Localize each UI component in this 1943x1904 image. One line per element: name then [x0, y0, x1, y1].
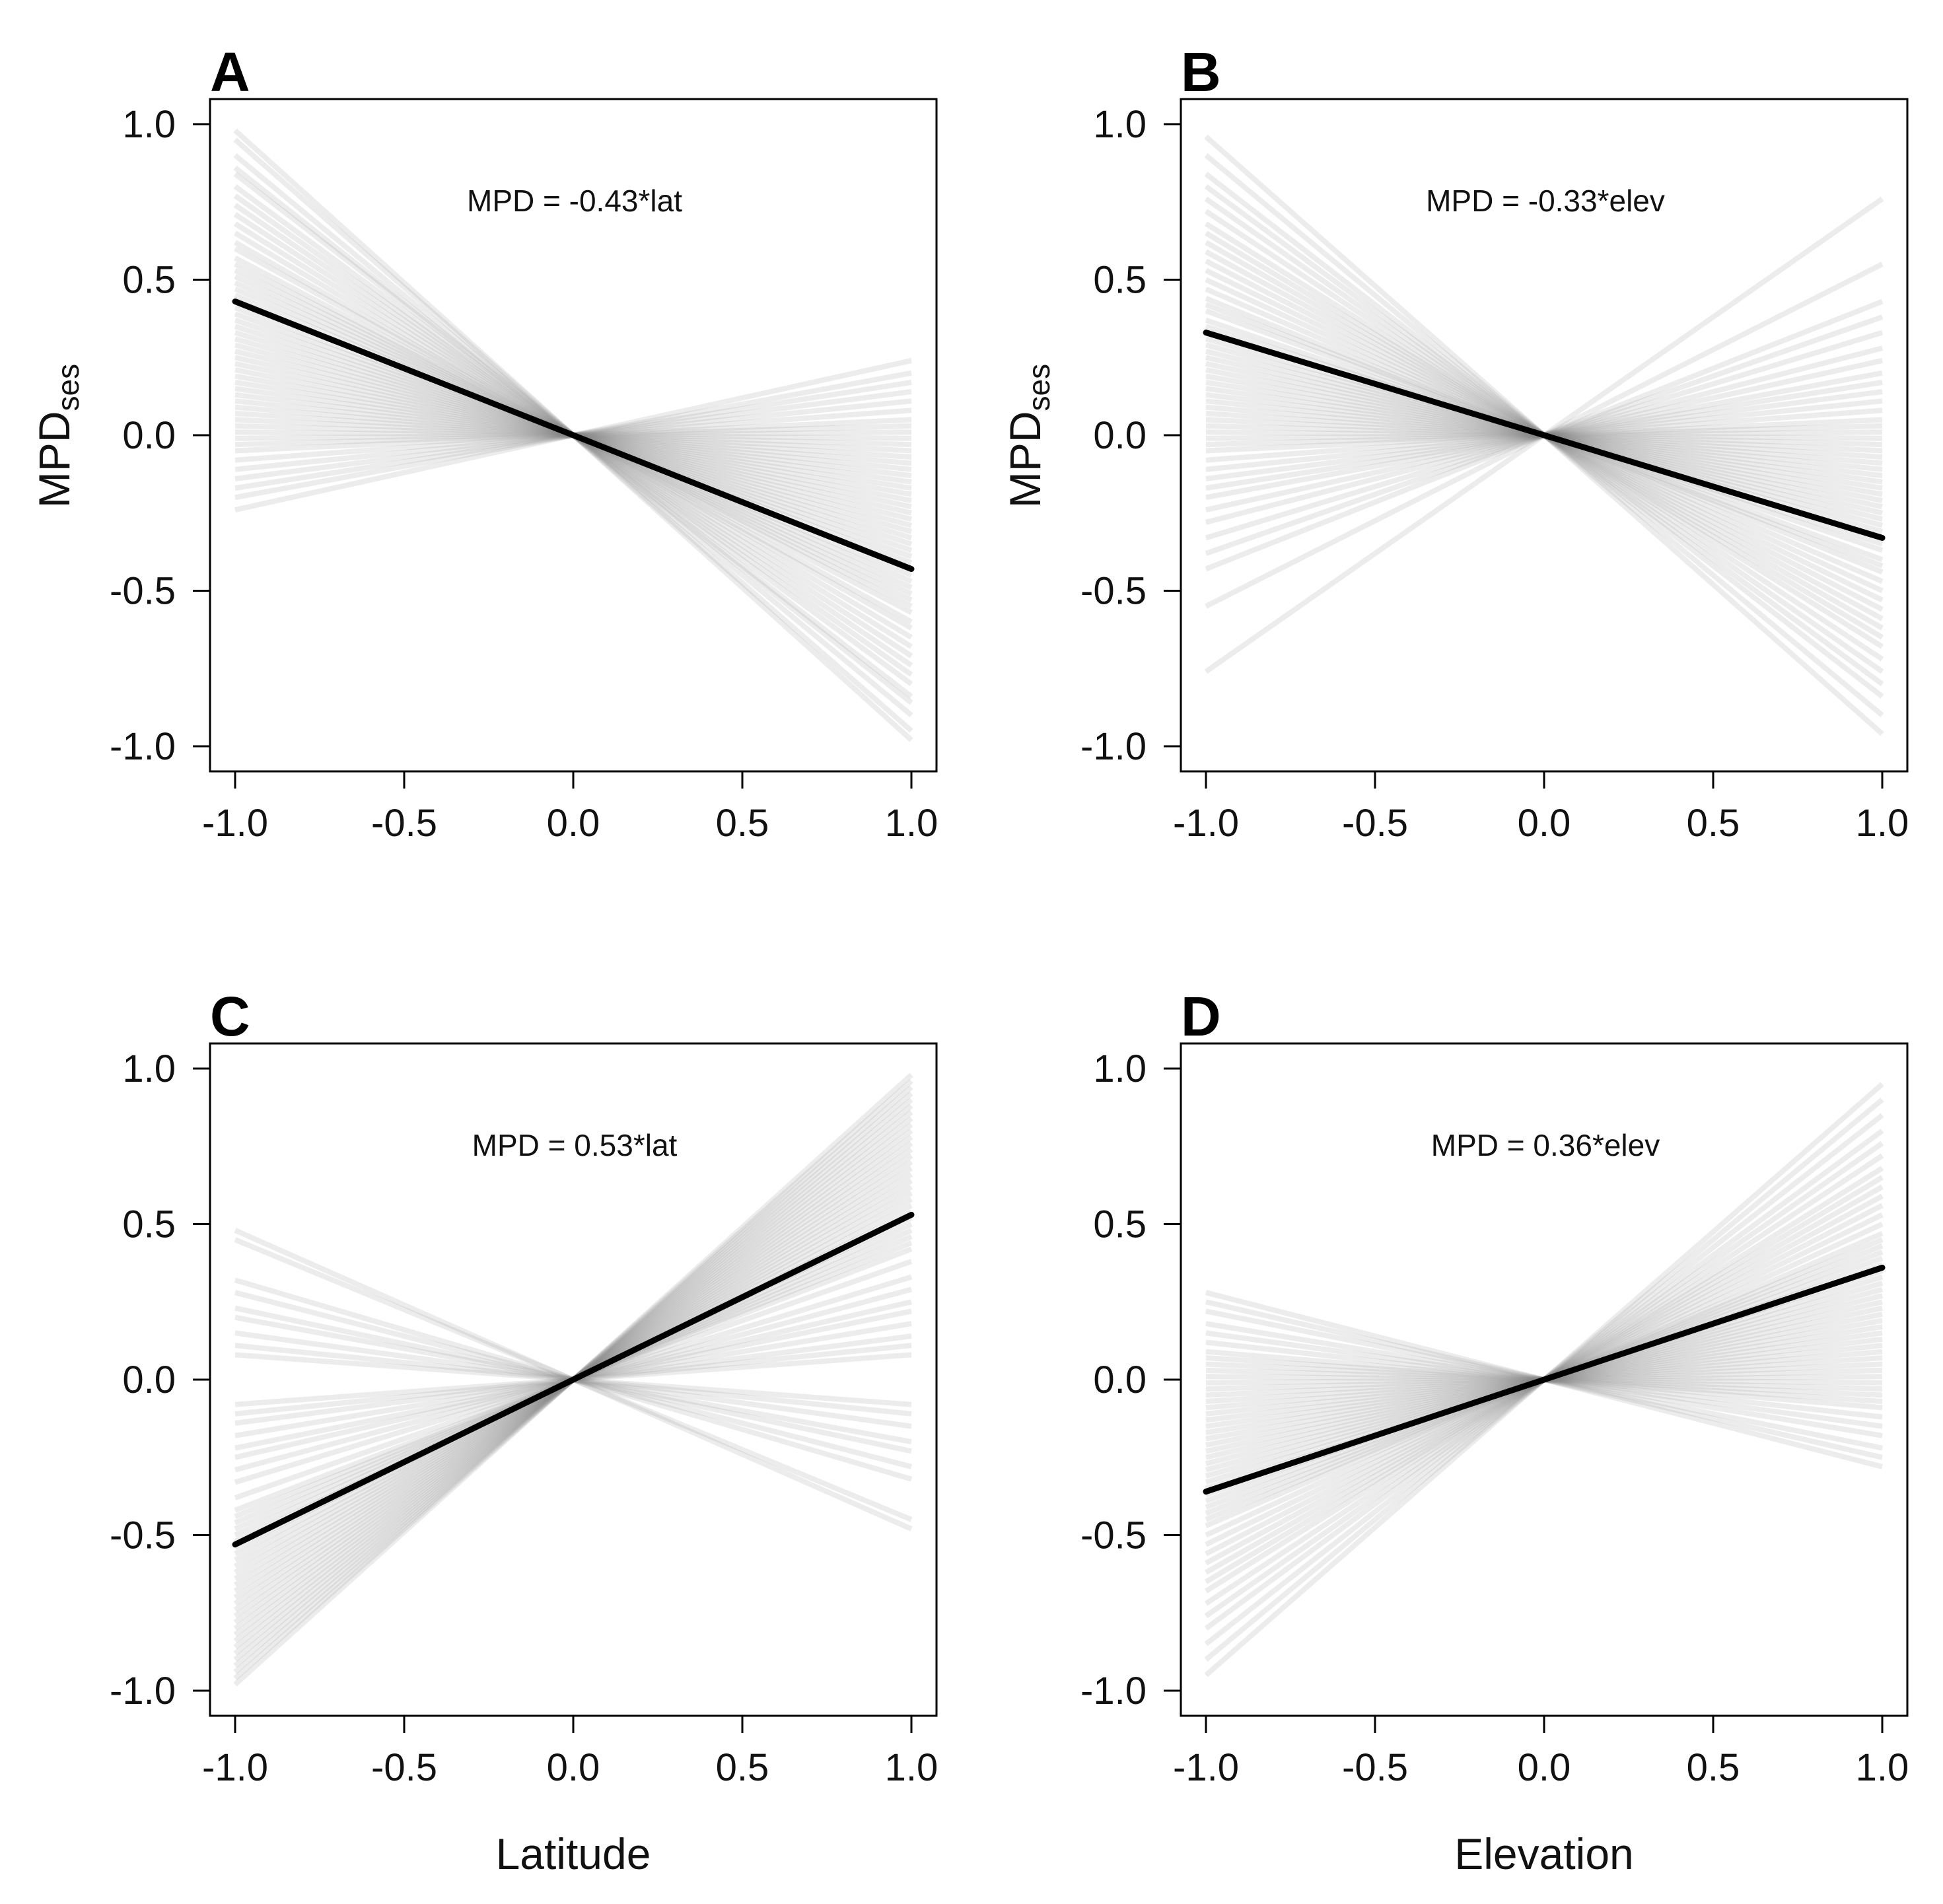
x-tick-label-d-5: 1.0 [1856, 1746, 1909, 1789]
y-tick-label-c-4: -0.5 [110, 1514, 176, 1557]
y-tick-label-d-4: -0.5 [1080, 1514, 1147, 1557]
x-axis-label-c: Latitude [496, 1829, 651, 1878]
y-tick-label-d-5: -1.0 [1080, 1670, 1147, 1712]
mean-line-c [232, 1211, 915, 1548]
y-tick-label-c-2: 0.5 [122, 1203, 176, 1246]
x-tick-label-a-1: -1.0 [202, 802, 268, 845]
x-tick-label-a-2: -0.5 [371, 802, 437, 845]
x-tick-label-b-4: 0.5 [1687, 802, 1740, 845]
plot-area-d: -1.0 -0.5 0.0 0.5 1.0 1.0 0.5 0.0 -0.5 -1.0 [1080, 1042, 1909, 1789]
y-tick-label-d-3: 0.0 [1093, 1358, 1147, 1401]
x-tick-label-c-4: 0.5 [716, 1746, 769, 1789]
panel-letter-d: D [1181, 985, 1221, 1047]
equation-b: MPD = -0.33*elev [1426, 184, 1665, 218]
mean-line-b [1203, 330, 1886, 541]
x-tick-label-a-5: 1.0 [885, 802, 938, 845]
panel-letter-b: B [1181, 41, 1221, 103]
x-tick-label-b-5: 1.0 [1856, 802, 1909, 845]
y-tick-label-a-4: -0.5 [110, 570, 176, 613]
equation-d: MPD = 0.36*elev [1431, 1128, 1660, 1162]
x-tick-label-a-4: 0.5 [716, 802, 769, 845]
x-tick-label-b-1: -1.0 [1173, 802, 1239, 845]
x-tick-label-c-3: 0.0 [547, 1746, 600, 1789]
y-tick-label-a-3: 0.0 [122, 414, 176, 457]
y-axis-label-b: MPDses [1001, 364, 1056, 508]
y-tick-label-d-1: 1.0 [1093, 1047, 1147, 1090]
x-tick-label-b-2: -0.5 [1342, 802, 1408, 845]
panel-a: A MPD = -0.43*lat MPDses -1.0 -0.5 0.0 0.5 1… [30, 41, 938, 845]
y-tick-label-c-1: 1.0 [122, 1047, 176, 1090]
mean-line-d [1203, 1264, 1886, 1495]
y-tick-label-b-5: -1.0 [1080, 725, 1147, 768]
plot-area-b: -1.0 -0.5 0.0 0.5 1.0 1.0 0.5 0.0 -0.5 -1.0 [1080, 98, 1909, 845]
y-tick-label-b-1: 1.0 [1093, 103, 1147, 146]
x-tick-label-c-5: 1.0 [885, 1746, 938, 1789]
y-tick-label-b-4: -0.5 [1080, 570, 1147, 613]
x-tick-label-d-1: -1.0 [1173, 1746, 1239, 1789]
y-tick-label-c-5: -1.0 [110, 1670, 176, 1712]
mean-line-a [232, 298, 915, 573]
x-axis-label-d: Elevation [1454, 1829, 1634, 1878]
equation-a: MPD = -0.43*lat [467, 184, 682, 218]
y-tick-label-a-1: 1.0 [122, 103, 176, 146]
x-tick-label-c-2: -0.5 [371, 1746, 437, 1789]
y-tick-label-a-5: -1.0 [110, 725, 176, 768]
x-tick-label-a-3: 0.0 [547, 802, 600, 845]
plot-area-c: -1.0 -0.5 0.0 0.5 1.0 1.0 0.5 0.0 -0.5 -1.0 [110, 1042, 938, 1789]
x-tick-label-d-3: 0.0 [1518, 1746, 1571, 1789]
panel-letter-c: C [210, 985, 250, 1047]
x-tick-label-d-2: -0.5 [1342, 1746, 1408, 1789]
x-tick-label-c-1: -1.0 [202, 1746, 268, 1789]
y-tick-label-a-2: 0.5 [122, 259, 176, 302]
plot-area-a: -1.0 -0.5 0.0 0.5 1.0 1.0 0.5 0.0 -0.5 -1.0 [110, 98, 938, 845]
panel-d: D MPD = 0.36*elev Elevation -1.0 -0.5 0.0 0… [1080, 985, 1909, 1878]
y-tick-label-b-2: 0.5 [1093, 259, 1147, 302]
y-axis-label-a: MPDses [30, 364, 85, 508]
panel-c: C MPD = 0.53*lat Latitude -1.0 -0.5 0.0 0.5… [110, 985, 938, 1878]
panel-letter-a: A [210, 41, 250, 103]
panel-b: B MPD = -0.33*elev MPDses -1.0 -0.5 0.0 0.5… [1001, 41, 1909, 845]
equation-c: MPD = 0.53*lat [472, 1128, 678, 1162]
x-tick-label-b-3: 0.0 [1518, 802, 1571, 845]
y-tick-label-b-3: 0.0 [1093, 414, 1147, 457]
y-tick-label-c-3: 0.0 [122, 1358, 176, 1401]
y-tick-label-d-2: 0.5 [1093, 1203, 1147, 1246]
x-tick-label-d-4: 0.5 [1687, 1746, 1740, 1789]
